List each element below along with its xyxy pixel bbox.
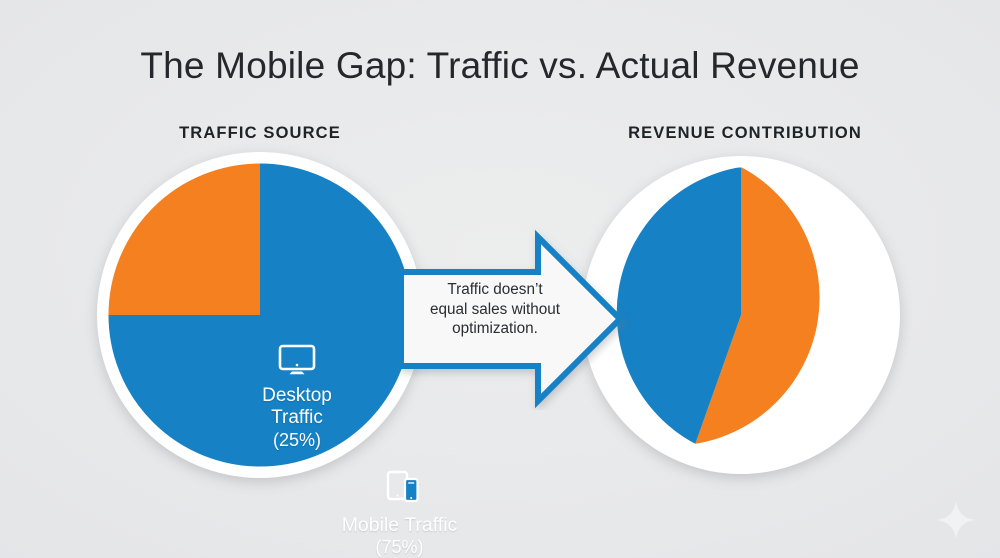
pie-slice-desktop-traffic (108, 163, 260, 315)
slice-label-mobile-traffic: Mobile Traffic (75%) (312, 470, 487, 558)
pie-slice-mobile-revenue (616, 167, 741, 444)
slice-label-percent: (75%) (375, 537, 424, 558)
pie-chart-revenue-contribution: Mobile Revenue (45%) Desktop Revenue (55… (582, 156, 900, 474)
pie-slice-desktop-revenue (695, 167, 820, 444)
section-header-revenue-contribution: REVENUE CONTRIBUTION (628, 124, 862, 142)
transition-arrow: Traffic doesn’t equal sales without opti… (398, 228, 630, 410)
section-header-traffic-source: TRAFFIC SOURCE (179, 124, 341, 142)
arrow-shape (398, 229, 625, 409)
page-title: The Mobile Gap: Traffic vs. Actual Reven… (140, 45, 860, 86)
pie-chart-traffic-source: Desktop Traffic (25%) Mobile Traffic (75… (97, 152, 457, 557)
slice-label-name-line1: Mobile Traffic (341, 514, 458, 537)
four-point-star-sparkle-icon (936, 500, 976, 540)
